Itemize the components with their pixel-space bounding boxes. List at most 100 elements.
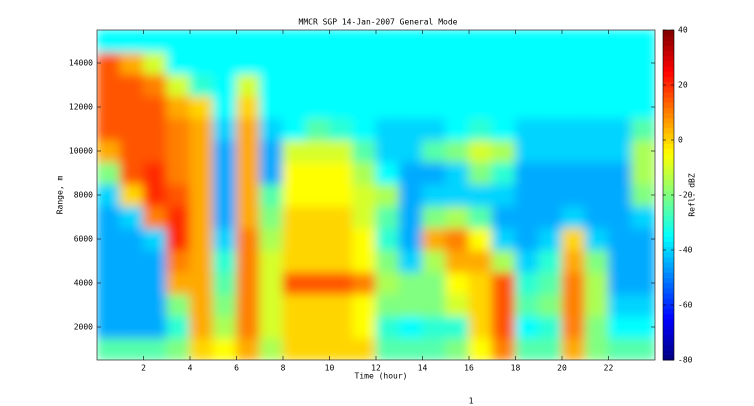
heatmap-cell bbox=[282, 30, 307, 53]
heatmap-cell bbox=[259, 315, 284, 339]
heatmap-cell bbox=[143, 337, 168, 360]
heatmap-cell bbox=[422, 293, 447, 317]
heatmap-cell bbox=[329, 337, 354, 360]
heatmap-cell bbox=[375, 183, 400, 207]
heatmap-cell bbox=[584, 337, 609, 360]
heatmap-cell bbox=[352, 30, 377, 53]
heatmap-cell bbox=[305, 227, 330, 251]
heatmap-cell bbox=[329, 51, 354, 75]
colorbar-step bbox=[663, 308, 674, 315]
heatmap-cell bbox=[236, 51, 261, 75]
colorbar-step bbox=[663, 298, 674, 304]
heatmap-cell bbox=[608, 227, 633, 251]
heatmap-cell bbox=[422, 249, 447, 273]
heatmap-cell bbox=[375, 249, 400, 273]
heatmap-cell bbox=[352, 315, 377, 339]
heatmap-cell bbox=[212, 117, 237, 141]
colorbar-step bbox=[663, 231, 674, 237]
heatmap-cell bbox=[398, 205, 423, 229]
heatmap-cell bbox=[422, 73, 447, 97]
heatmap-cell bbox=[468, 117, 493, 141]
page-number: 1 bbox=[469, 397, 474, 406]
heatmap-cell bbox=[515, 249, 540, 273]
heatmap-cell bbox=[445, 293, 470, 317]
heatmap-cell bbox=[189, 117, 214, 141]
heatmap-cell bbox=[515, 51, 540, 75]
heatmap-cell bbox=[491, 73, 516, 97]
heatmap-cell bbox=[119, 227, 144, 251]
heatmap-cell bbox=[189, 161, 214, 185]
heatmap-cell bbox=[97, 227, 121, 251]
heatmap-cell bbox=[468, 227, 493, 251]
heatmap-cell bbox=[422, 271, 447, 295]
heatmap-cell bbox=[538, 205, 563, 229]
colorbar-step bbox=[663, 318, 674, 325]
heatmap-cell bbox=[282, 271, 307, 295]
heatmap-cell bbox=[491, 183, 516, 207]
colorbar-step bbox=[663, 215, 674, 222]
colorbar-step bbox=[663, 60, 674, 67]
heatmap-cell bbox=[631, 117, 655, 141]
colorbar-step bbox=[663, 313, 674, 320]
heatmap-cell bbox=[398, 30, 423, 53]
heatmap-cell bbox=[398, 227, 423, 251]
heatmap-cell bbox=[305, 117, 330, 141]
heatmap-cell bbox=[282, 51, 307, 75]
colorbar-step bbox=[663, 50, 674, 57]
heatmap-cell bbox=[97, 117, 121, 141]
heatmap-cell bbox=[236, 30, 261, 53]
heatmap-cell bbox=[166, 139, 191, 163]
heatmap-cell bbox=[259, 249, 284, 273]
colorbar-step bbox=[663, 251, 674, 258]
heatmap-cell bbox=[352, 249, 377, 273]
heatmap-cell bbox=[445, 183, 470, 207]
heatmap-cell bbox=[468, 139, 493, 163]
heatmap-cell bbox=[166, 51, 191, 75]
heatmap-cell bbox=[329, 205, 354, 229]
heatmap-cell bbox=[631, 73, 655, 97]
heatmap-cell bbox=[608, 293, 633, 317]
heatmap-cell bbox=[119, 95, 144, 119]
colorbar-step bbox=[663, 225, 674, 232]
heatmap-cell bbox=[491, 271, 516, 295]
x-tick-label: 8 bbox=[281, 364, 286, 373]
heatmap-cell bbox=[282, 337, 307, 360]
heatmap-cell bbox=[584, 227, 609, 251]
heatmap-cell bbox=[282, 315, 307, 339]
heatmap-cell bbox=[305, 183, 330, 207]
colorbar-step bbox=[663, 76, 674, 83]
heatmap-cell bbox=[189, 293, 214, 317]
heatmap-cell bbox=[329, 139, 354, 163]
heatmap-cell bbox=[538, 51, 563, 75]
colorbar-step bbox=[663, 55, 674, 62]
heatmap-cell bbox=[445, 249, 470, 273]
heatmap-cell bbox=[538, 271, 563, 295]
heatmap-cell bbox=[189, 139, 214, 163]
heatmap-cell bbox=[515, 95, 540, 119]
heatmap-cell bbox=[468, 315, 493, 339]
heatmap-cell bbox=[375, 139, 400, 163]
heatmap-cell bbox=[608, 139, 633, 163]
x-tick-label: 2 bbox=[141, 364, 146, 373]
colorbar-step bbox=[663, 272, 674, 278]
colorbar-step bbox=[663, 189, 674, 196]
heatmap-cell bbox=[97, 315, 121, 339]
heatmap-cell bbox=[468, 337, 493, 360]
x-tick-label: 10 bbox=[325, 364, 335, 373]
heatmap-cell bbox=[305, 249, 330, 273]
heatmap-cell bbox=[259, 183, 284, 207]
heatmap-cell bbox=[584, 161, 609, 185]
heatmap-cell bbox=[631, 249, 655, 273]
heatmap-cell bbox=[491, 95, 516, 119]
heatmap-cell bbox=[282, 183, 307, 207]
heatmap-cell bbox=[515, 183, 540, 207]
heatmap-cell bbox=[282, 117, 307, 141]
heatmap-cell bbox=[352, 271, 377, 295]
heatmap-cell bbox=[468, 205, 493, 229]
x-tick-label: 18 bbox=[511, 364, 521, 373]
heatmap-cell bbox=[422, 117, 447, 141]
heatmap-cell bbox=[259, 73, 284, 97]
colorbar-tick-label: 20 bbox=[678, 81, 688, 90]
heatmap-cell bbox=[305, 139, 330, 163]
heatmap-cell bbox=[329, 293, 354, 317]
